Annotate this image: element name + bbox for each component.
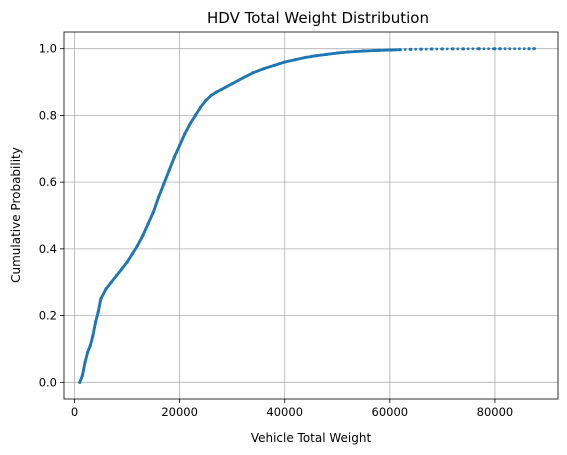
data-point (466, 47, 470, 51)
y-axis: 0.0 0.2 0.4 0.6 0.8 1.0 (39, 42, 64, 389)
data-point (456, 47, 460, 51)
x-tick-label: 0 (71, 405, 78, 419)
data-point (503, 47, 507, 51)
plot-frame (63, 31, 559, 400)
x-tick-label: 80000 (477, 405, 514, 419)
data-point (435, 47, 439, 51)
data-point (513, 47, 517, 51)
data-point (527, 47, 531, 51)
data-points (78, 47, 536, 384)
y-tick-label: 0.0 (39, 375, 57, 389)
data-point (451, 47, 455, 51)
data-point (424, 47, 428, 51)
x-tick-label: 20000 (161, 405, 198, 419)
data-point (487, 47, 491, 51)
x-axis-label: Vehicle Total Weight (251, 431, 372, 445)
x-axis: 0 20000 40000 60000 80000 (71, 399, 513, 419)
data-point (477, 47, 481, 51)
data-point (445, 47, 449, 51)
chart-title: HDV Total Weight Distribution (207, 9, 429, 27)
data-point (518, 47, 521, 51)
data-point (403, 48, 407, 51)
grid (64, 32, 558, 399)
data-point (461, 47, 466, 51)
data-point (508, 47, 512, 51)
data-point (482, 47, 486, 51)
x-tick-label: 40000 (266, 405, 303, 419)
x-tick-label: 60000 (372, 405, 409, 419)
data-point (532, 47, 536, 51)
data-point (493, 47, 497, 51)
y-tick-label: 1.0 (39, 42, 57, 56)
y-axis-label: Cumulative Probability (9, 147, 23, 283)
data-point (430, 47, 434, 51)
data-point (522, 47, 526, 51)
y-tick-label: 0.4 (39, 242, 57, 256)
data-point (440, 47, 444, 51)
y-tick-label: 0.2 (39, 309, 57, 323)
y-tick-label: 0.8 (39, 108, 57, 122)
data-point (398, 48, 402, 52)
y-tick-label: 0.6 (39, 175, 57, 189)
data-point (471, 47, 475, 51)
data-point (414, 47, 418, 51)
data-point (419, 47, 423, 51)
data-point (498, 47, 502, 51)
data-point (409, 47, 413, 51)
